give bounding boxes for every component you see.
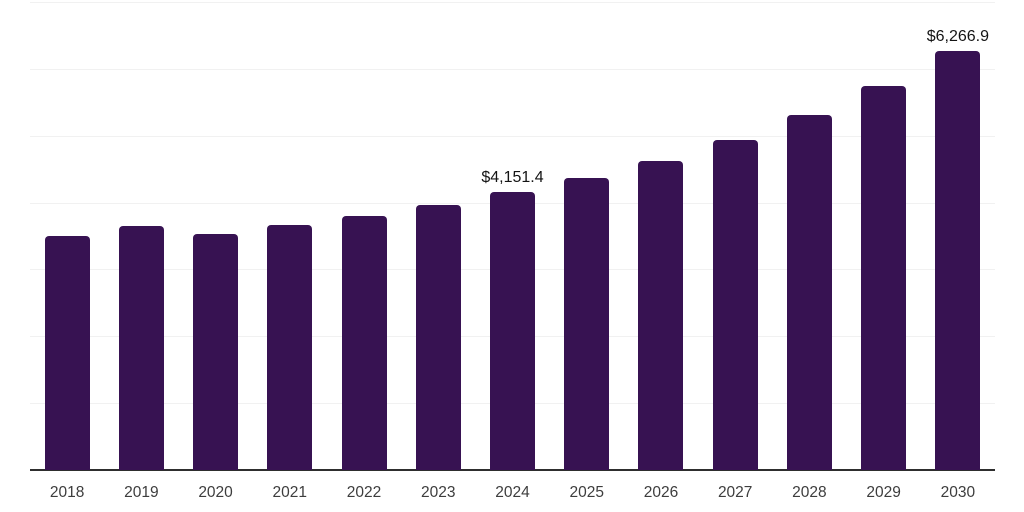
data-label-2024: $4,151.4: [481, 169, 544, 187]
x-tick-label-2026: 2026: [643, 484, 679, 501]
x-tick-label-2021: 2021: [272, 484, 308, 501]
gridline-5000: [30, 135, 995, 137]
bar-2021: [267, 224, 313, 470]
x-tick-label-2025: 2025: [569, 484, 604, 501]
x-axis-line: [30, 469, 995, 471]
x-tick-label-2019: 2019: [124, 484, 159, 501]
gridline-6000: [30, 68, 995, 70]
bar-2020: [193, 234, 239, 470]
bar-2025: [564, 178, 610, 470]
gridline-7000: [30, 2, 995, 3]
x-tick-label-2023: 2023: [421, 484, 456, 501]
bar-2018: [44, 235, 90, 470]
data-label-2030: $6,266.9: [926, 28, 990, 46]
bar-2029: [861, 85, 907, 470]
bar-2027: [712, 140, 758, 470]
bar-2024: [490, 192, 535, 470]
x-tick-label-2027: 2027: [717, 484, 753, 501]
plot-area: $4,151.4 $6,266.9: [30, 0, 995, 471]
bar-2026: [638, 160, 684, 470]
x-tick-label-2018: 2018: [49, 484, 85, 501]
bar-2028: [786, 115, 832, 470]
x-tick-label-2020: 2020: [198, 484, 233, 501]
bar-2030: [935, 51, 981, 470]
x-tick-label-2024: 2024: [495, 484, 530, 501]
x-tick-label-2022: 2022: [346, 484, 382, 501]
bar-2023: [415, 204, 461, 470]
bar-2019: [118, 226, 164, 470]
bar-2022: [341, 215, 387, 470]
x-tick-label-2030: 2030: [940, 484, 976, 501]
x-tick-label-2029: 2029: [866, 484, 901, 501]
x-tick-label-2028: 2028: [792, 484, 827, 501]
